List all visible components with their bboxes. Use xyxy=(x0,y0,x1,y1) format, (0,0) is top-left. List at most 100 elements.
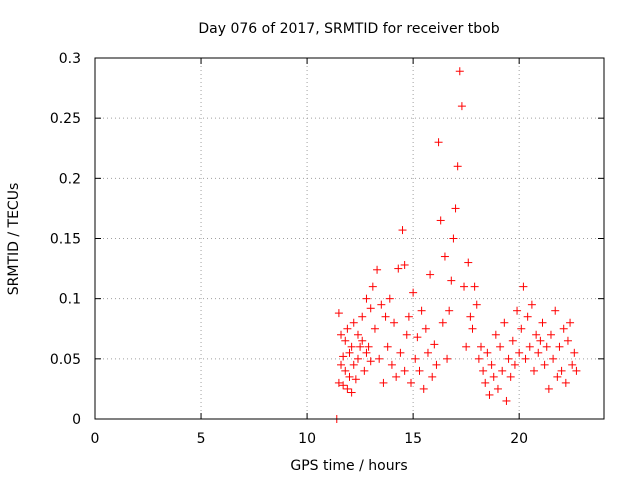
data-point xyxy=(417,306,426,315)
grid-lines xyxy=(95,58,604,419)
y-tick-label: 0.25 xyxy=(50,111,81,127)
data-point xyxy=(504,354,513,363)
data-point xyxy=(438,318,447,327)
data-point xyxy=(551,306,560,315)
data-point xyxy=(487,360,496,369)
y-axis-label: SRMTID / TECUs xyxy=(6,183,22,296)
data-point xyxy=(536,336,545,345)
data-point xyxy=(364,342,373,351)
data-point xyxy=(366,304,375,313)
data-point xyxy=(513,306,522,315)
x-axis-label: GPS time / hours xyxy=(290,458,407,474)
data-point xyxy=(449,234,458,243)
data-point xyxy=(502,396,511,405)
data-point xyxy=(358,336,367,345)
data-point xyxy=(519,282,528,291)
data-point xyxy=(527,300,536,309)
chart-title: Day 076 of 2017, SRMTID for receiver tbo… xyxy=(198,21,499,37)
data-point xyxy=(339,381,348,390)
data-point xyxy=(566,318,575,327)
data-point xyxy=(351,375,360,384)
data-point xyxy=(572,366,581,375)
data-point xyxy=(383,342,392,351)
data-point xyxy=(347,342,356,351)
data-point xyxy=(387,360,396,369)
data-point xyxy=(396,348,405,357)
data-point xyxy=(409,288,418,297)
x-tick-label: 20 xyxy=(510,431,528,447)
data-point xyxy=(485,390,494,399)
data-point xyxy=(476,342,485,351)
data-point xyxy=(538,318,547,327)
data-point xyxy=(337,330,346,339)
data-point xyxy=(517,324,526,333)
data-point xyxy=(498,366,507,375)
y-tick-label: 0.1 xyxy=(59,292,81,308)
data-point xyxy=(470,282,479,291)
data-point xyxy=(337,360,346,369)
data-point xyxy=(530,366,539,375)
y-tick-label: 0.2 xyxy=(59,171,81,187)
data-point xyxy=(379,378,388,387)
data-point xyxy=(341,336,350,345)
data-point xyxy=(334,378,343,387)
data-point xyxy=(343,384,352,393)
data-point xyxy=(500,318,509,327)
data-point xyxy=(534,348,543,357)
data-point xyxy=(413,333,422,342)
data-point xyxy=(525,342,534,351)
data-point xyxy=(466,312,475,321)
data-point xyxy=(481,378,490,387)
data-point xyxy=(343,324,352,333)
data-point xyxy=(464,258,473,267)
data-point xyxy=(434,138,443,147)
data-point xyxy=(360,366,369,375)
data-point xyxy=(398,226,407,235)
data-point xyxy=(426,270,435,279)
data-point xyxy=(496,342,505,351)
data-point xyxy=(400,366,409,375)
data-point xyxy=(491,330,500,339)
data-point xyxy=(353,354,362,363)
data-point xyxy=(568,360,577,369)
data-point xyxy=(447,276,456,285)
data-point xyxy=(345,372,354,381)
data-point xyxy=(455,67,464,76)
y-tick-label: 0.05 xyxy=(50,352,81,368)
data-point xyxy=(460,282,469,291)
data-point xyxy=(472,300,481,309)
data-point xyxy=(546,330,555,339)
data-point xyxy=(334,309,343,318)
data-point xyxy=(483,348,492,357)
data-point xyxy=(563,336,572,345)
data-point xyxy=(462,342,471,351)
data-point xyxy=(423,348,432,357)
data-point xyxy=(353,330,362,339)
data-point xyxy=(368,282,377,291)
data-point xyxy=(404,312,413,321)
data-point xyxy=(430,340,439,349)
x-tick-label: 10 xyxy=(298,431,316,447)
data-point xyxy=(362,348,371,357)
data-point xyxy=(457,102,466,111)
data-point xyxy=(362,294,371,303)
data-point xyxy=(508,336,517,345)
data-point xyxy=(474,354,483,363)
data-point xyxy=(506,372,515,381)
data-point xyxy=(570,348,579,357)
data-point xyxy=(341,366,350,375)
data-point xyxy=(390,318,399,327)
data-point xyxy=(385,294,394,303)
data-point xyxy=(553,372,562,381)
data-point xyxy=(479,366,488,375)
data-point xyxy=(510,360,519,369)
data-point xyxy=(542,342,551,351)
data-point xyxy=(443,354,452,363)
data-point xyxy=(453,162,462,171)
data-point xyxy=(544,384,553,393)
data-point xyxy=(445,306,454,315)
y-tick-label: 0 xyxy=(72,412,81,428)
data-point xyxy=(400,260,409,269)
data-point xyxy=(411,354,420,363)
